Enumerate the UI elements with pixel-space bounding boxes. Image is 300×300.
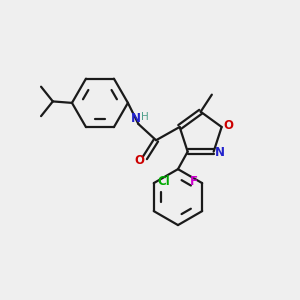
Text: Cl: Cl bbox=[157, 175, 170, 188]
Text: F: F bbox=[190, 175, 198, 188]
Text: N: N bbox=[131, 112, 141, 125]
Text: N: N bbox=[215, 146, 225, 159]
Text: O: O bbox=[223, 119, 233, 132]
Text: H: H bbox=[141, 112, 149, 122]
Text: O: O bbox=[135, 154, 145, 167]
